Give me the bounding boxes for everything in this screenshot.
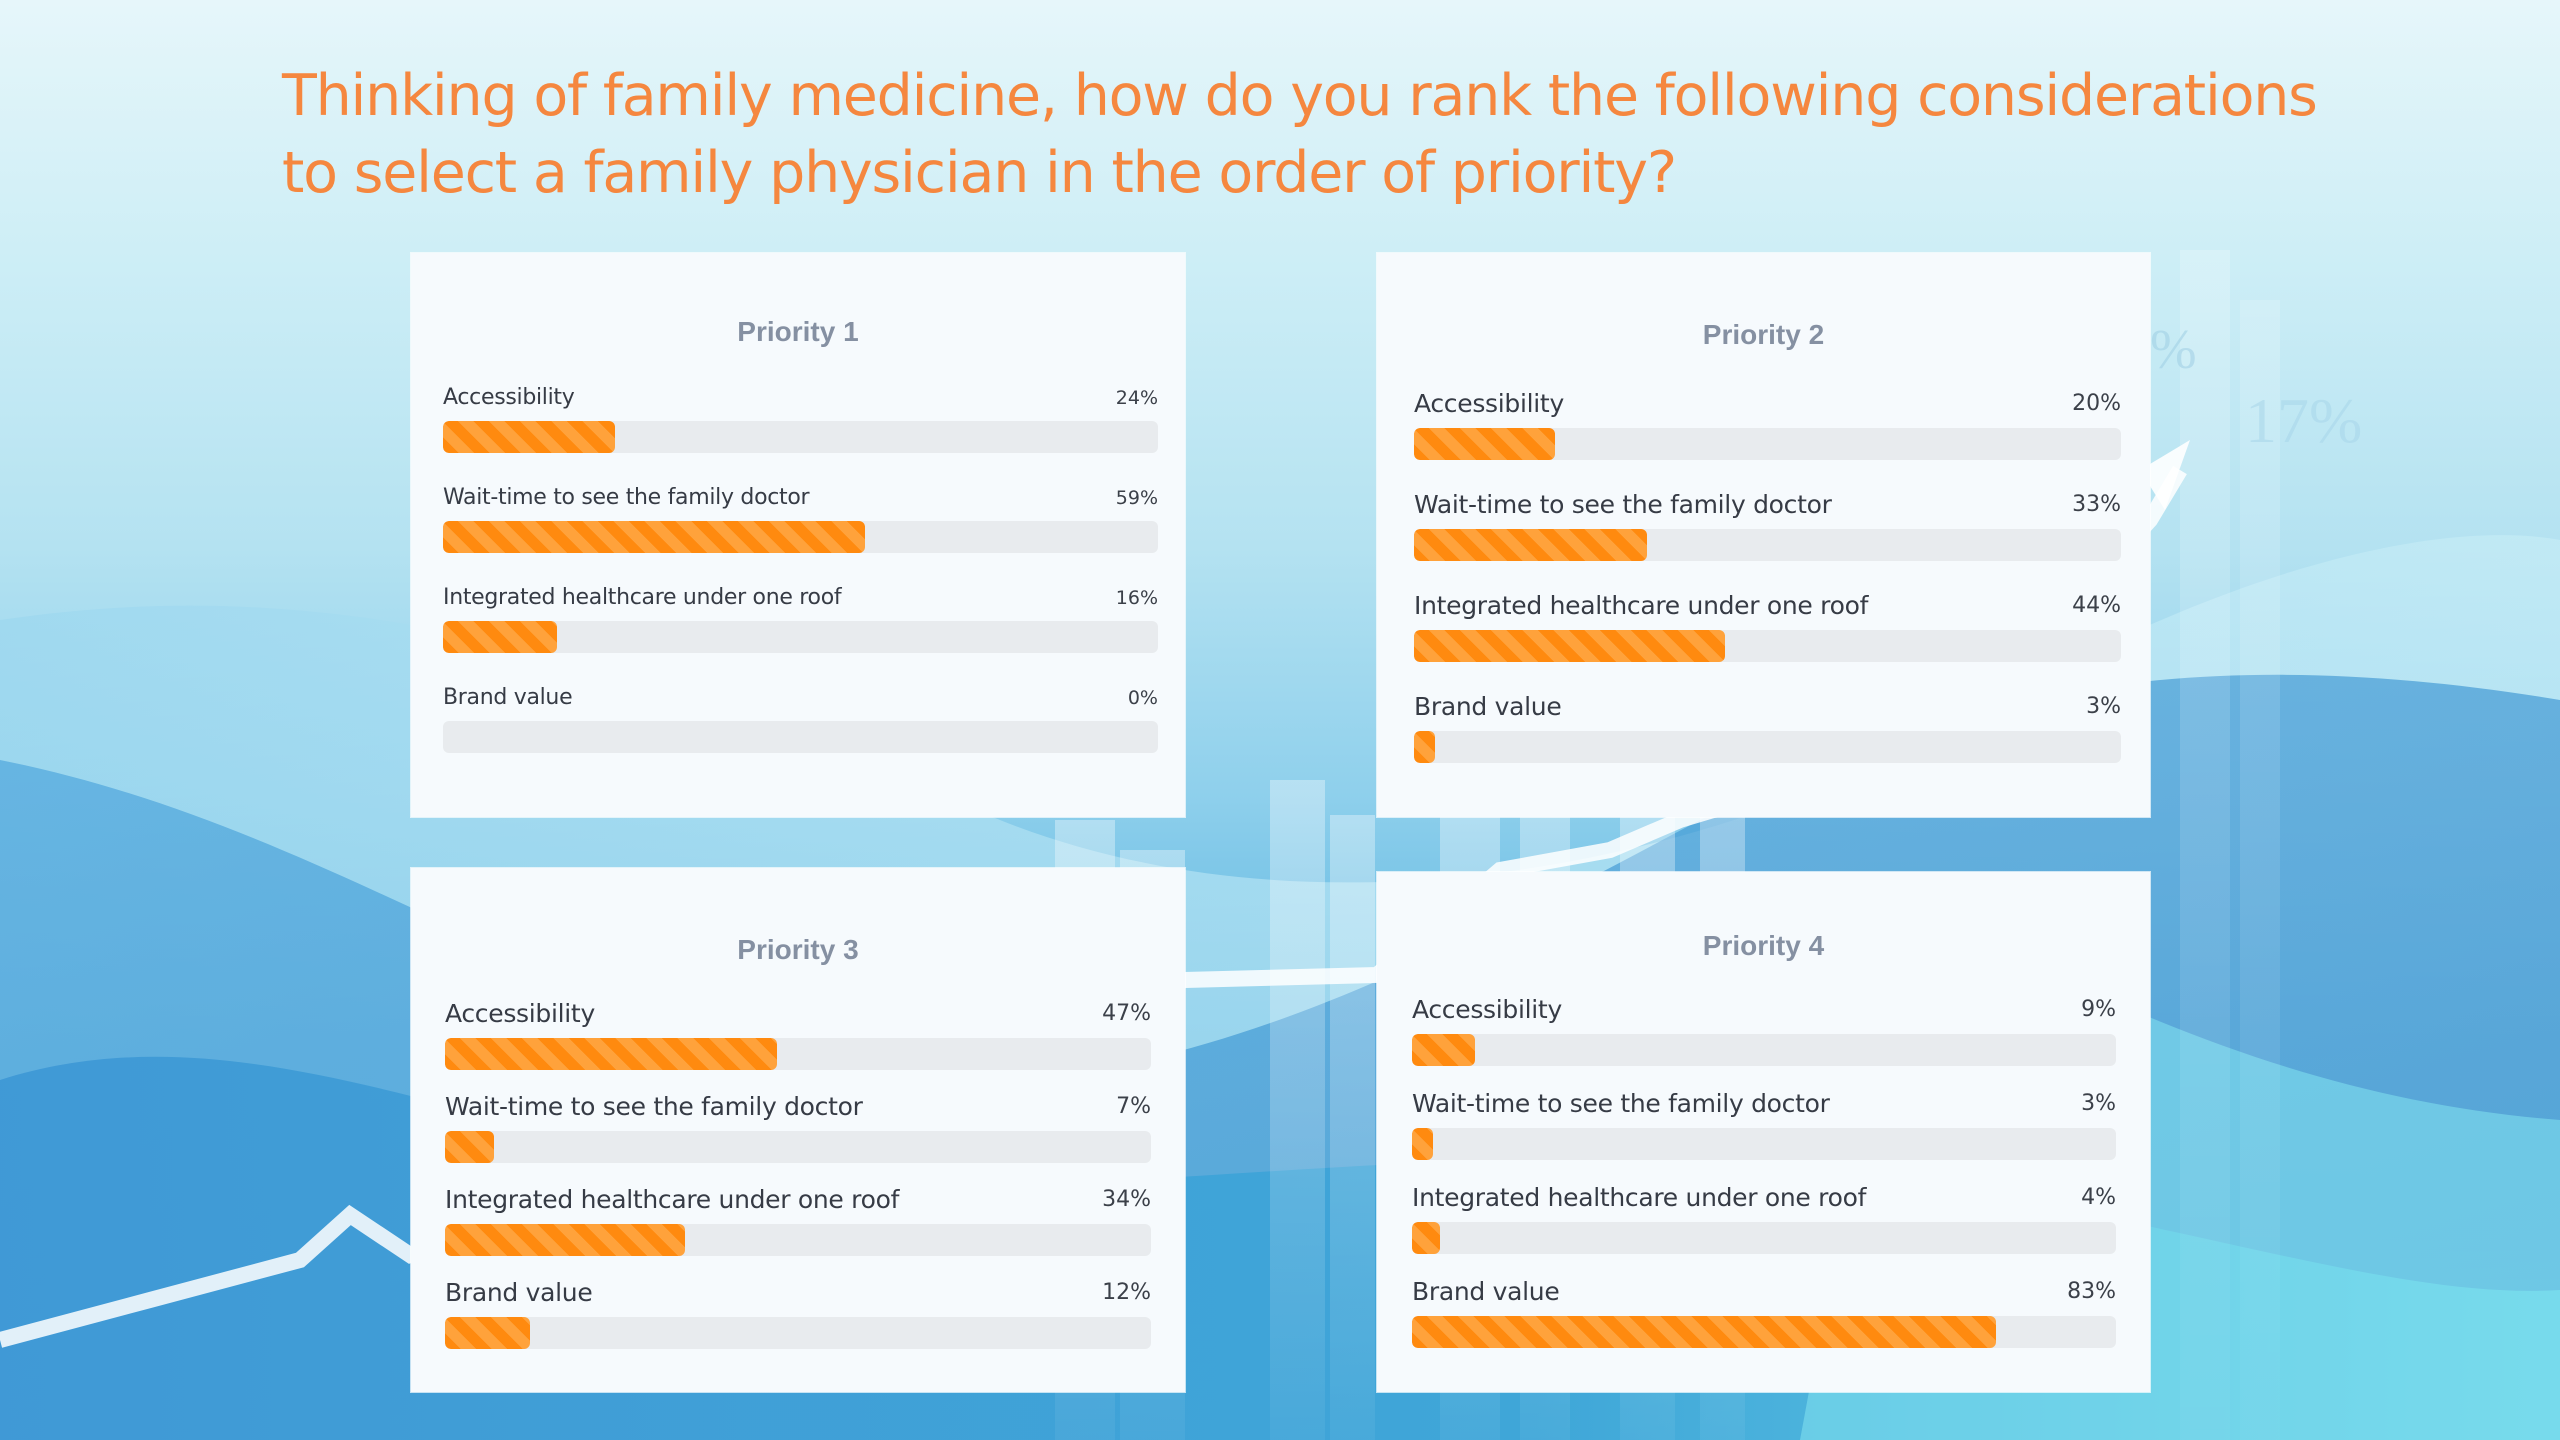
title-line-2: to select a family physician in the orde…	[282, 140, 1677, 206]
bar-row-integrated-healthcare-under-one-roof: Integrated healthcare under one roof 4%	[1412, 1183, 2116, 1256]
bar-value-label: 12%	[1102, 1280, 1151, 1305]
bar-fill	[1414, 630, 1726, 662]
bar-value-label: 7%	[1116, 1094, 1151, 1119]
priority-3-heading: Priority 3	[737, 934, 859, 965]
bar-fill	[1414, 731, 1436, 763]
bar-row-wait-time-to-see-the-family-doctor: Wait-time to see the family doctor 59%	[443, 485, 1158, 555]
bar-value-label: 9%	[2081, 997, 2116, 1022]
bar-value-label: 4%	[2081, 1185, 2116, 1210]
bar-row-wait-time-to-see-the-family-doctor: Wait-time to see the family doctor 33%	[1414, 490, 2121, 563]
bar-track	[443, 521, 1158, 553]
bar-track	[443, 621, 1158, 653]
bar-row-accessibility: Accessibility 9%	[1412, 995, 2116, 1068]
bar-fill	[1414, 529, 1648, 561]
bar-row-wait-time-to-see-the-family-doctor: Wait-time to see the family doctor 7%	[445, 1092, 1151, 1165]
bar-track	[1414, 529, 2121, 561]
bar-value-label: 59%	[1115, 487, 1158, 509]
bar-row-integrated-healthcare-under-one-roof: Integrated healthcare under one roof 44%	[1414, 591, 2121, 664]
bar-label: Brand value	[1412, 1277, 1560, 1306]
bar-value-label: 33%	[2072, 492, 2121, 517]
title-line-1: Thinking of family medicine, how do you …	[282, 63, 2318, 129]
bar-track	[445, 1317, 1151, 1349]
priority-1-card: Priority 1 Accessibility 24% Wait-time to …	[411, 253, 1185, 817]
bar-track	[445, 1131, 1151, 1163]
bar-label: Integrated healthcare under one roof	[443, 585, 842, 610]
background-decorative-text: 17%	[2245, 385, 2362, 456]
bar-track	[1414, 731, 2121, 763]
bar-fill	[445, 1224, 686, 1256]
bar-track	[445, 1038, 1151, 1070]
bar-track	[1412, 1222, 2116, 1254]
bar-label: Wait-time to see the family doctor	[443, 485, 810, 510]
background-column	[1270, 780, 1325, 1440]
bar-fill	[445, 1317, 530, 1349]
bar-row-brand-value: Brand value 83%	[1412, 1277, 2116, 1350]
bar-track	[445, 1224, 1151, 1256]
bar-track	[1412, 1034, 2116, 1066]
bar-value-label: 0%	[1127, 687, 1158, 709]
bar-value-label: 47%	[1102, 1001, 1151, 1026]
bar-label: Accessibility	[443, 385, 575, 410]
bar-track	[1412, 1128, 2116, 1160]
bar-value-label: 44%	[2072, 593, 2121, 618]
bar-label: Integrated healthcare under one roof	[1414, 591, 1869, 620]
bar-track	[1414, 428, 2121, 460]
bar-fill	[1412, 1034, 1476, 1066]
background-column	[1330, 815, 1375, 1440]
bar-track	[443, 721, 1158, 753]
bar-label: Accessibility	[445, 999, 595, 1028]
bar-label: Integrated healthcare under one roof	[1412, 1183, 1867, 1212]
bar-fill	[1412, 1316, 1997, 1348]
bar-value-label: 83%	[2067, 1279, 2116, 1304]
bar-row-accessibility: Accessibility 24%	[443, 385, 1158, 455]
bar-value-label: 20%	[2072, 391, 2121, 416]
priority-2-heading: Priority 2	[1702, 319, 1825, 350]
bar-row-integrated-healthcare-under-one-roof: Integrated healthcare under one roof 16%	[443, 585, 1158, 655]
bar-row-integrated-healthcare-under-one-roof: Integrated healthcare under one roof 34%	[445, 1185, 1151, 1258]
bar-label: Wait-time to see the family doctor	[1414, 490, 1832, 519]
bar-label: Brand value	[443, 685, 573, 710]
bar-fill	[443, 421, 615, 453]
bar-fill	[1412, 1128, 1434, 1160]
bar-row-accessibility: Accessibility 20%	[1414, 389, 2121, 462]
bar-fill	[445, 1038, 777, 1070]
bar-label: Accessibility	[1414, 389, 1564, 418]
bar-value-label: 24%	[1115, 387, 1158, 409]
bar-row-wait-time-to-see-the-family-doctor: Wait-time to see the family doctor 3%	[1412, 1089, 2116, 1162]
bar-label: Wait-time to see the family doctor	[445, 1092, 863, 1121]
bar-fill	[1412, 1222, 1441, 1254]
background-column	[2240, 300, 2280, 1440]
bar-value-label: 34%	[1102, 1187, 1151, 1212]
bar-row-brand-value: Brand value 12%	[445, 1278, 1151, 1351]
bar-row-accessibility: Accessibility 47%	[445, 999, 1151, 1072]
bar-label: Wait-time to see the family doctor	[1412, 1089, 1830, 1118]
bar-fill	[445, 1131, 495, 1163]
bar-label: Accessibility	[1412, 995, 1562, 1024]
bar-track	[1414, 630, 2121, 662]
priority-4-heading: Priority 4	[1702, 930, 1825, 961]
bar-row-brand-value: Brand value 0%	[443, 685, 1158, 755]
bar-value-label: 16%	[1115, 587, 1158, 609]
bar-value-label: 3%	[2086, 694, 2121, 719]
background-decorative-text: %	[2150, 319, 2197, 381]
priority-4-card: Priority 4 Accessibility 9% Wait-time to s…	[1377, 872, 2150, 1392]
page-title: Thinking of family medicine, how do you …	[282, 58, 2382, 212]
bar-value-label: 3%	[2081, 1091, 2116, 1116]
bar-fill	[443, 621, 558, 653]
bar-label: Brand value	[445, 1278, 593, 1307]
priority-3-card: Priority 3 Accessibility 47% Wait-time to …	[411, 868, 1185, 1392]
trend-arrowhead	[2140, 440, 2190, 510]
bar-row-brand-value: Brand value 3%	[1414, 692, 2121, 765]
bar-track	[443, 421, 1158, 453]
bar-fill	[443, 521, 865, 553]
background-column	[2180, 250, 2230, 1440]
bar-label: Brand value	[1414, 692, 1562, 721]
bar-label: Integrated healthcare under one roof	[445, 1185, 900, 1214]
priority-1-heading: Priority 1	[737, 316, 859, 347]
priority-2-card: Priority 2 Accessibility 20% Wait-time to …	[1377, 253, 2150, 817]
bar-fill	[1414, 428, 1556, 460]
bar-track	[1412, 1316, 2116, 1348]
